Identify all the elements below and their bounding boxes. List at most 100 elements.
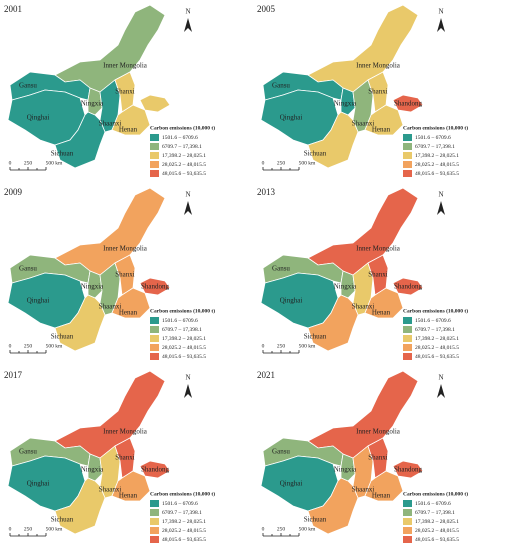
- map-panel: 2009 Inner Mongolia Gansu Qinghai Ningxia Sha…: [4, 187, 215, 360]
- legend-label: 6709.7 – 17,398.1: [415, 510, 455, 516]
- legend-swatch: [150, 335, 159, 342]
- province-label: Inner Mongolia: [356, 245, 401, 253]
- province-label: Shaanxi: [352, 486, 375, 494]
- province: [392, 94, 424, 113]
- legend-swatch: [403, 161, 412, 168]
- year-label: 2009: [4, 187, 23, 197]
- province: [364, 287, 404, 319]
- map-panel: 2021 Inner Mongolia Gansu Qinghai Ningxia Sha…: [257, 370, 468, 543]
- scale-bar: [262, 167, 300, 171]
- province-label: Sichuan: [51, 516, 74, 524]
- province-label: Sichuan: [51, 333, 74, 341]
- legend-swatch: [403, 170, 412, 177]
- scale-label: 0: [9, 526, 12, 532]
- legend-swatch: [150, 344, 159, 351]
- province-label: Ningxia: [81, 466, 104, 474]
- province: [54, 4, 166, 93]
- scale-label: 500 km: [46, 526, 63, 532]
- province-label: Sichuan: [304, 150, 327, 158]
- province-label: Gansu: [19, 448, 37, 456]
- year-label: 2005: [257, 4, 276, 14]
- north-label: N: [438, 8, 443, 16]
- province-label: Gansu: [19, 265, 37, 273]
- year-label: 2017: [4, 370, 23, 380]
- province-label: Shandong: [394, 466, 423, 474]
- legend-label: 17,398.2 – 28,025.1: [415, 519, 459, 525]
- scale-label: 500 km: [46, 160, 63, 166]
- legend-label: 17,398.2 – 28,025.1: [162, 336, 206, 342]
- province-label: Shanxi: [115, 88, 135, 96]
- legend-swatch: [150, 317, 159, 324]
- map-panel: 2013 Inner Mongolia Gansu Qinghai Ningxia Sha…: [257, 187, 468, 360]
- north-label: N: [438, 374, 443, 382]
- legend-swatch: [150, 152, 159, 159]
- legend-label: 1501.6 – 6709.6: [415, 501, 451, 507]
- scale-label: 250: [277, 526, 286, 532]
- province-label: Qinghai: [27, 297, 50, 305]
- north-label: N: [185, 191, 190, 199]
- scale-label: 250: [24, 343, 33, 349]
- legend-swatch: [150, 536, 159, 543]
- legend-label: 28,025.2 – 48,015.5: [415, 162, 459, 168]
- scale-label: 0: [9, 160, 12, 166]
- legend-swatch: [403, 536, 412, 543]
- province: [54, 187, 166, 276]
- scale-bar: [262, 350, 300, 354]
- legend-swatch: [403, 344, 412, 351]
- province-label: Shandong: [141, 283, 170, 291]
- province: [54, 477, 106, 535]
- province-label: Sichuan: [304, 516, 327, 524]
- legend-swatch: [403, 143, 412, 150]
- legend-swatch: [403, 353, 412, 360]
- scale-label: 500 km: [299, 343, 316, 349]
- map-panel: 2005 Inner Mongolia Gansu Qinghai Ningxia Sha…: [257, 4, 468, 177]
- scale-label: 500 km: [46, 343, 63, 349]
- province: [307, 111, 359, 169]
- province: [307, 187, 419, 276]
- legend-swatch: [150, 500, 159, 507]
- legend-title: Carbon emissions (10,000 t): [150, 307, 215, 314]
- north-label: N: [185, 8, 190, 16]
- north-arrow: [184, 201, 192, 215]
- legend-swatch: [150, 518, 159, 525]
- province: [139, 460, 171, 479]
- scale-label: 0: [262, 160, 265, 166]
- legend-label: 1501.6 – 6709.6: [162, 135, 198, 141]
- legend-swatch: [150, 326, 159, 333]
- province-label: Shanxi: [368, 271, 388, 279]
- legend-swatch: [403, 509, 412, 516]
- year-label: 2021: [257, 370, 275, 380]
- province-label: Shanxi: [115, 454, 135, 462]
- province: [307, 294, 359, 352]
- province-label: Shandong: [394, 283, 423, 291]
- province: [139, 94, 171, 113]
- legend-swatch: [403, 317, 412, 324]
- province-label: Henan: [372, 126, 391, 134]
- province-label: Gansu: [272, 265, 290, 273]
- province-label: Inner Mongolia: [356, 428, 401, 436]
- legend-label: 17,398.2 – 28,025.1: [415, 153, 459, 159]
- province-label: Gansu: [272, 82, 290, 90]
- north-arrow: [437, 384, 445, 398]
- province-label: Gansu: [19, 82, 37, 90]
- legend-swatch: [150, 143, 159, 150]
- north-arrow: [184, 18, 192, 32]
- province-label: Shandong: [141, 466, 170, 474]
- province-label: Qinghai: [27, 480, 50, 488]
- legend-label: 28,025.2 – 48,015.5: [162, 345, 206, 351]
- legend-title: Carbon emissions (10,000 t): [403, 124, 468, 131]
- north-label: N: [438, 191, 443, 199]
- province-label: Qinghai: [280, 480, 303, 488]
- legend-label: 48,015.6 – 93,635.5: [415, 354, 459, 360]
- legend-label: 17,398.2 – 28,025.1: [415, 336, 459, 342]
- province-label: Shaanxi: [99, 486, 122, 494]
- map-panel: 2017 Inner Mongolia Gansu Qinghai Ningxia Sha…: [4, 370, 215, 543]
- scale-label: 250: [277, 343, 286, 349]
- legend-label: 28,025.2 – 48,015.5: [415, 345, 459, 351]
- scale-label: 250: [24, 526, 33, 532]
- scale-bar: [262, 533, 300, 537]
- province: [139, 277, 171, 296]
- scale-label: 0: [262, 526, 265, 532]
- legend-label: 1501.6 – 6709.6: [415, 318, 451, 324]
